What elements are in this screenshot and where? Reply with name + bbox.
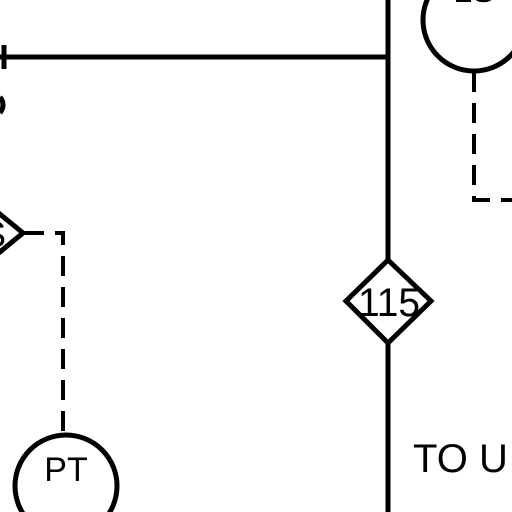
instrument-pt: PT bbox=[12, 432, 120, 512]
signal-line-ls bbox=[472, 72, 512, 202]
instrument-ls-label: LS bbox=[453, 0, 495, 10]
valve-left-partial: S bbox=[0, 210, 27, 256]
signal-line-pt bbox=[24, 231, 65, 440]
instrument-ls: LS bbox=[420, 0, 512, 74]
instrument-pt-label: PT bbox=[44, 451, 87, 489]
valve-115-label: 115 bbox=[358, 281, 420, 325]
valve-115: 115 bbox=[342, 256, 435, 347]
valve-left-label: S bbox=[0, 214, 6, 255]
partial-symbol-fragment bbox=[0, 95, 6, 115]
destination-annotation: TO U bbox=[413, 437, 508, 481]
